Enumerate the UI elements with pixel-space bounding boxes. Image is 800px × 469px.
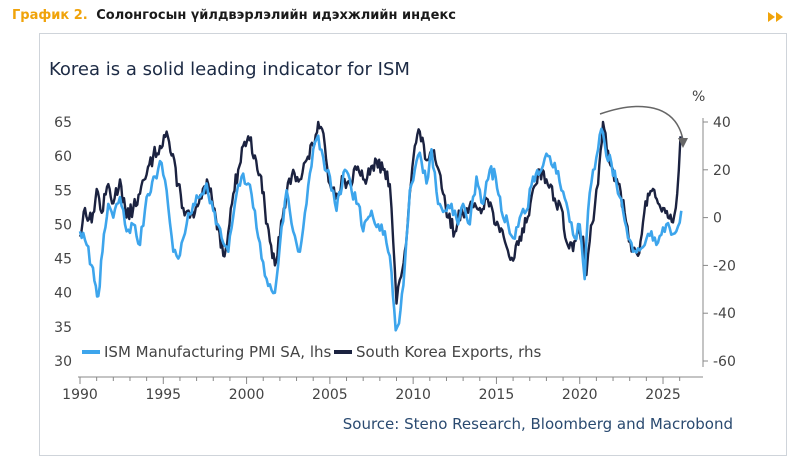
annotation-arrowhead [678, 138, 688, 148]
right-axis-unit: % [692, 89, 705, 105]
left-tick-label: 35 [54, 320, 72, 336]
x-tick-label: 2020 [562, 387, 598, 403]
x-tick-label: 1995 [145, 387, 181, 403]
left-tick-label: 50 [54, 217, 72, 233]
chart-title: Korea is a solid leading indicator for I… [49, 59, 410, 80]
left-tick-label: 45 [54, 252, 72, 268]
left-tick-label: 40 [54, 286, 72, 302]
chart-frame [39, 33, 787, 456]
right-tick-label: 0 [713, 211, 722, 227]
x-tick-label: 1990 [62, 387, 98, 403]
ism-pmi-line [78, 127, 683, 332]
left-tick-label: 55 [54, 183, 72, 199]
x-axis: 1990 1995 2000 2005 2010 2015 2020 2025 [62, 376, 703, 403]
forward-arrows-icon[interactable] [768, 10, 786, 24]
right-tick-label: -20 [713, 258, 736, 274]
annotation-arrow [599, 105, 684, 141]
left-tick-label: 60 [54, 149, 72, 165]
right-axis: 40 20 0 -20 -40 -60 [702, 115, 736, 370]
left-axis: 65 60 55 50 45 40 35 30 [54, 115, 72, 370]
plot-lines [78, 120, 683, 332]
figure-header-title: Солонгосын үйлдвэрлэлийн идэхжлийн индек… [96, 8, 456, 23]
legend-label-ism: ISM Manufacturing PMI SA, lhs [104, 343, 331, 361]
right-tick-label: 40 [713, 115, 731, 131]
legend: ISM Manufacturing PMI SA, lhs South Kore… [82, 343, 542, 361]
right-tick-label: -40 [713, 306, 736, 322]
figure-header: График 2. Солонгосын үйлдвэрлэлийн идэхж… [12, 8, 456, 23]
x-tick-label: 2025 [645, 387, 681, 403]
x-tick-label: 2015 [479, 387, 515, 403]
left-tick-label: 30 [54, 354, 72, 370]
right-tick-label: -60 [713, 354, 736, 370]
legend-label-korea: South Korea Exports, rhs [356, 343, 542, 361]
x-tick-label: 2010 [395, 387, 431, 403]
figure-label: График 2. [12, 8, 88, 23]
source-note: Source: Steno Research, Bloomberg and Ma… [343, 415, 733, 433]
x-tick-label: 2005 [312, 387, 348, 403]
left-tick-label: 65 [54, 115, 72, 131]
x-tick-label: 2000 [229, 387, 265, 403]
right-tick-label: 20 [713, 163, 731, 179]
